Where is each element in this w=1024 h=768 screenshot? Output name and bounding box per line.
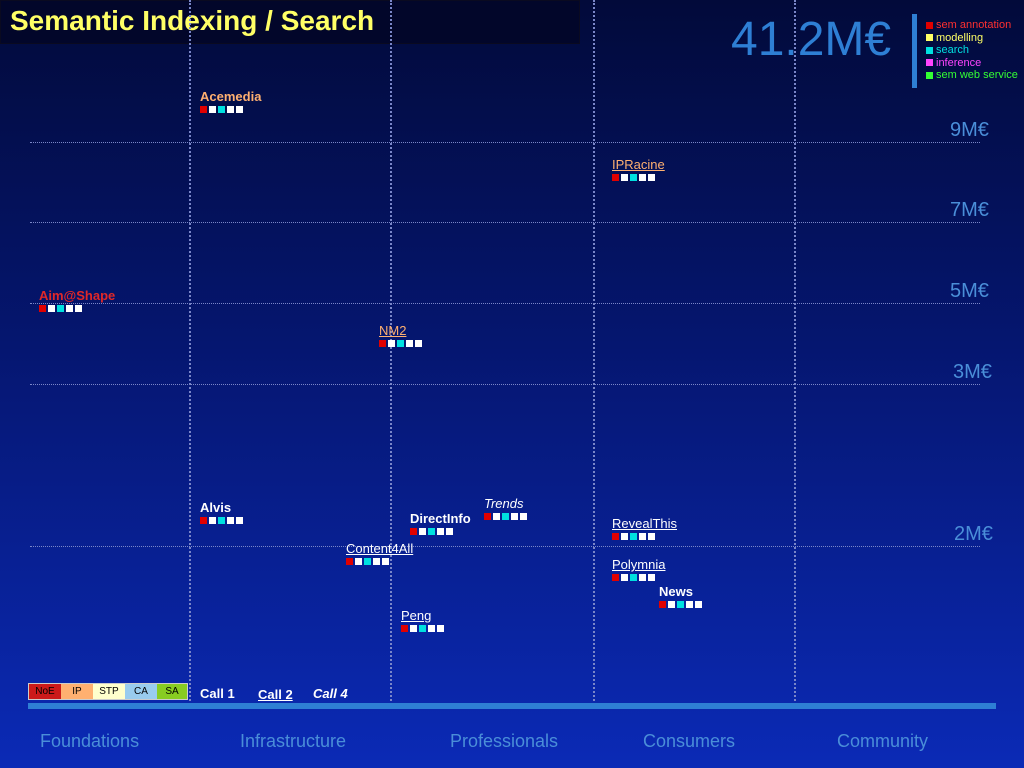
topic-markers: [401, 625, 444, 632]
project-acemedia[interactable]: Acemedia: [200, 89, 261, 113]
budget-gridline: [30, 546, 980, 547]
project-content4all[interactable]: Content4All: [346, 541, 413, 565]
total-budget: 41.2M€: [731, 13, 892, 66]
title-box: [0, 0, 580, 44]
project-label[interactable]: Acemedia: [200, 89, 262, 104]
project-label[interactable]: Aim@Shape: [39, 288, 116, 303]
project-label[interactable]: RevealThis: [612, 516, 678, 531]
topic-markers: [612, 574, 665, 581]
type-noe: NoE: [29, 684, 61, 699]
legend-label: search: [936, 44, 970, 56]
legend-label: inference: [936, 56, 982, 69]
budget-label: 2M€: [954, 523, 993, 545]
budget-gridline: [30, 303, 980, 304]
legend-swatch: [926, 59, 933, 67]
project-label[interactable]: Alvis: [200, 500, 232, 515]
type-ip: IP: [61, 684, 93, 699]
legend-label: sem annotation: [936, 19, 1012, 31]
legend-item: inference: [926, 57, 1018, 70]
category-professionals: Professionals: [450, 731, 559, 751]
project-type-key: NoE IP STP CA SA: [28, 683, 188, 700]
legend-item: modelling: [926, 32, 1018, 45]
category-community: Community: [837, 731, 929, 751]
project-label[interactable]: News: [659, 584, 693, 599]
legend-separator: [912, 14, 917, 88]
budget-label: 5M€: [950, 280, 989, 302]
topic-markers: [39, 305, 115, 312]
project-directinfo[interactable]: DirectInfo: [410, 511, 471, 535]
legend-item: sem annotation: [926, 19, 1018, 32]
type-ca: CA: [125, 684, 157, 699]
project-aimshape[interactable]: Aim@Shape: [39, 288, 115, 312]
column-divider: [189, 0, 191, 705]
project-ipracine[interactable]: IPRacine: [612, 157, 665, 181]
project-polymnia[interactable]: Polymnia: [612, 557, 665, 581]
project-trends[interactable]: Trends: [484, 496, 527, 520]
type-sa: SA: [157, 684, 187, 699]
project-label[interactable]: Polymnia: [612, 557, 666, 572]
budget-gridline: [30, 142, 980, 143]
topic-markers: [612, 533, 677, 540]
call-4-label: Call 4: [313, 686, 348, 701]
project-label[interactable]: Peng: [401, 608, 432, 623]
budget-gridline: [30, 222, 980, 223]
budget-label: 7M€: [950, 199, 989, 221]
legend-item: search: [926, 44, 1018, 57]
column-divider: [593, 0, 595, 705]
project-revealthis[interactable]: RevealThis: [612, 516, 677, 540]
topic-markers: [612, 174, 665, 181]
project-alvis[interactable]: Alvis: [200, 500, 243, 524]
legend-item: sem web service: [926, 69, 1018, 82]
budget-gridline: [30, 384, 980, 385]
project-peng[interactable]: Peng: [401, 608, 444, 632]
project-label[interactable]: DirectInfo: [410, 511, 471, 526]
call-1-label: Call 1: [200, 686, 235, 701]
baseline-bar: [28, 703, 996, 709]
topic-markers: [346, 558, 413, 565]
legend-label: sem web service: [936, 69, 1018, 81]
category-infrastructure: Infrastructure: [240, 731, 347, 751]
topic-markers: [410, 528, 471, 535]
topic-markers: [379, 340, 422, 347]
project-label[interactable]: Trends: [484, 496, 524, 511]
project-nm2[interactable]: NM2: [379, 323, 422, 347]
budget-label: 3M€: [953, 361, 992, 383]
legend-label: modelling: [936, 31, 984, 44]
column-divider: [390, 0, 392, 705]
category-consumers: Consumers: [643, 731, 736, 751]
budget-label: 9M€: [950, 119, 989, 141]
legend-swatch: [926, 21, 933, 29]
call-2-label: Call 2: [258, 687, 293, 702]
column-divider: [794, 0, 796, 705]
project-label[interactable]: Content4All: [346, 541, 414, 556]
project-label[interactable]: NM2: [379, 323, 407, 338]
project-label[interactable]: IPRacine: [612, 157, 665, 172]
legend-swatch: [926, 46, 933, 54]
topic-markers: [200, 106, 261, 113]
topic-markers: [200, 517, 243, 524]
legend: sem annotation modelling search inferenc…: [926, 19, 1018, 82]
legend-swatch: [926, 34, 933, 42]
topic-markers: [659, 601, 702, 608]
page-title: Semantic Indexing / Search: [10, 5, 375, 36]
legend-swatch: [926, 71, 933, 79]
type-stp: STP: [93, 684, 125, 699]
topic-markers: [484, 513, 527, 520]
category-foundations: Foundations: [40, 731, 140, 751]
project-news[interactable]: News: [659, 584, 702, 608]
